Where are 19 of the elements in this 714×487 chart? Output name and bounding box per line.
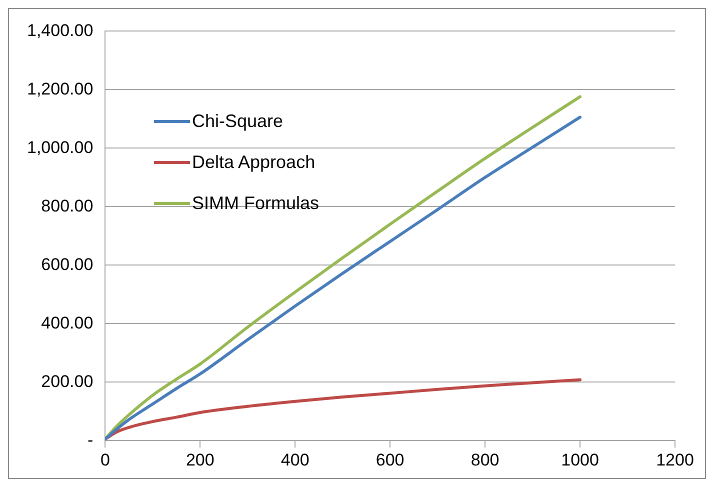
y-tick-label: 800.00 (41, 196, 94, 216)
y-tick-label: 200.00 (41, 372, 94, 391)
y-tick-label: 600.00 (41, 254, 94, 274)
x-tick-label: 200 (186, 450, 214, 470)
y-tick-label: 1,000.00 (26, 138, 94, 157)
legend-label: SIMM Formulas (192, 193, 320, 214)
y-tick-label: - (88, 430, 94, 450)
line-series (105, 378, 582, 441)
x-tick-label: 800 (470, 450, 500, 470)
x-tick-label: 1200 (656, 450, 694, 470)
x-tick-label: 400 (280, 450, 310, 470)
x-tick-label: 1000 (561, 450, 599, 470)
y-tick-label: 1,400.00 (26, 20, 94, 40)
legend-label: Chi-Square (192, 111, 284, 132)
legend-label: Delta Approach (192, 152, 316, 173)
y-tick-label: 400.00 (41, 313, 94, 332)
x-tick-label: 600 (376, 450, 404, 470)
y-tick-label: 1,200.00 (26, 79, 94, 98)
x-tick-label: 0 (100, 450, 110, 470)
